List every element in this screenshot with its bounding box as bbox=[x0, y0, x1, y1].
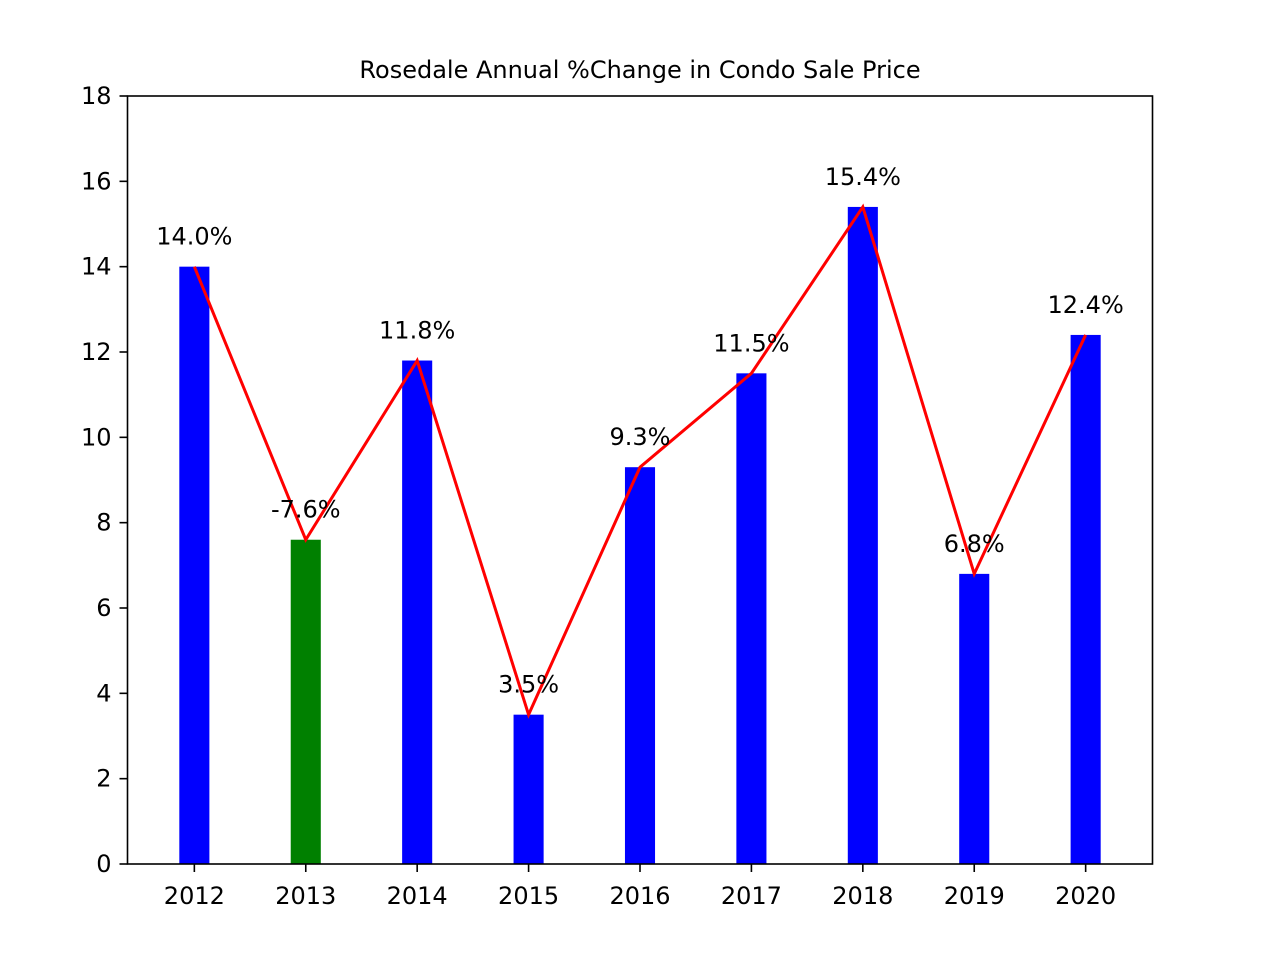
data-label-2014: 11.8% bbox=[379, 317, 455, 345]
y-tick-label: 14 bbox=[81, 253, 112, 281]
y-tick-label: 4 bbox=[96, 679, 111, 707]
y-tick-label: 10 bbox=[81, 423, 112, 451]
x-tick-label: 2013 bbox=[275, 882, 336, 910]
bar-2018 bbox=[847, 206, 878, 864]
x-tick-label: 2015 bbox=[498, 882, 559, 910]
y-tick-label: 6 bbox=[96, 594, 111, 622]
y-tick-label: 8 bbox=[96, 509, 111, 537]
line-layer bbox=[192, 203, 1088, 719]
chart-title: Rosedale Annual %Change in Condo Sale Pr… bbox=[359, 56, 920, 84]
x-tick-label: 2020 bbox=[1055, 882, 1116, 910]
y-axis-ticks: 0 2 4 6 8 10 12 14 16 18 bbox=[81, 82, 128, 878]
y-tick-label: 16 bbox=[81, 167, 112, 195]
x-tick-label: 2014 bbox=[387, 882, 448, 910]
x-tick-label: 2018 bbox=[832, 882, 893, 910]
bars-layer bbox=[179, 206, 1101, 864]
bar-2020 bbox=[1070, 334, 1101, 864]
data-label-2019: 6.8% bbox=[944, 530, 1005, 558]
x-tick-label: 2019 bbox=[944, 882, 1005, 910]
x-tick-label: 2016 bbox=[609, 882, 670, 910]
x-tick-label: 2017 bbox=[721, 882, 782, 910]
bar-2014 bbox=[402, 360, 433, 864]
bar-2016 bbox=[624, 467, 656, 864]
trend-line bbox=[192, 203, 1088, 719]
data-label-2018: 15.4% bbox=[825, 163, 901, 191]
bar-2019 bbox=[959, 573, 990, 864]
bar-2017 bbox=[736, 373, 767, 864]
data-label-2015: 3.5% bbox=[498, 671, 559, 699]
bar-2012 bbox=[179, 266, 210, 864]
bar-2013 bbox=[290, 539, 321, 864]
y-tick-label: 2 bbox=[96, 765, 111, 793]
data-label-2017: 11.5% bbox=[713, 329, 789, 357]
data-label-2016: 9.3% bbox=[610, 423, 671, 451]
data-labels-layer: 14.0% -7.6% 11.8% 3.5% 9.3% 11.5% 15.4% 6.8% 12.… bbox=[156, 163, 1124, 699]
y-tick-label: 12 bbox=[81, 338, 112, 366]
y-tick-label: 0 bbox=[96, 850, 111, 878]
bar-2015 bbox=[513, 714, 544, 864]
y-tick-label: 18 bbox=[81, 82, 112, 110]
x-axis-ticks: 2012 2013 2014 2015 2016 2017 2018 2019 2020 bbox=[164, 864, 1116, 910]
x-tick-label: 2012 bbox=[164, 882, 225, 910]
data-label-2012: 14.0% bbox=[156, 223, 232, 251]
data-label-2020: 12.4% bbox=[1048, 291, 1124, 319]
data-label-2013: -7.6% bbox=[271, 496, 341, 524]
